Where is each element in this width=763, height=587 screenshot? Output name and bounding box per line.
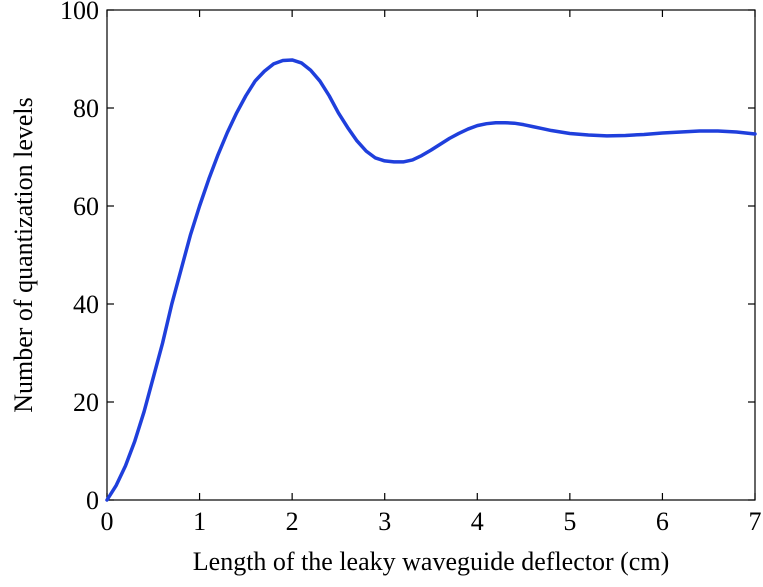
x-tick-label: 1 [193, 507, 206, 536]
x-tick-label: 2 [286, 507, 299, 536]
x-tick-label: 5 [563, 507, 576, 536]
y-ticks [107, 9, 755, 501]
x-tick-labels: 0 1 2 3 4 5 6 7 [101, 507, 762, 536]
y-tick-label: 40 [73, 290, 99, 319]
y-tick-labels: 0 20 40 60 80 100 [60, 0, 99, 515]
y-axis-label: Number of quantization levels [9, 97, 38, 413]
x-ticks [106, 10, 756, 500]
y-tick-label: 80 [73, 94, 99, 123]
x-tick-label: 0 [101, 507, 114, 536]
x-tick-label: 4 [471, 507, 484, 536]
series-line [105, 58, 757, 502]
x-tick-label: 3 [378, 507, 391, 536]
y-tick-label: 20 [73, 388, 99, 417]
x-tick-label: 7 [749, 507, 762, 536]
y-tick-label: 60 [73, 192, 99, 221]
x-axis-label: Length of the leaky waveguide deflector … [193, 547, 669, 576]
x-tick-label: 6 [656, 507, 669, 536]
y-tick-label: 0 [86, 486, 99, 515]
plot-area [106, 9, 756, 501]
y-tick-label: 100 [60, 0, 99, 25]
